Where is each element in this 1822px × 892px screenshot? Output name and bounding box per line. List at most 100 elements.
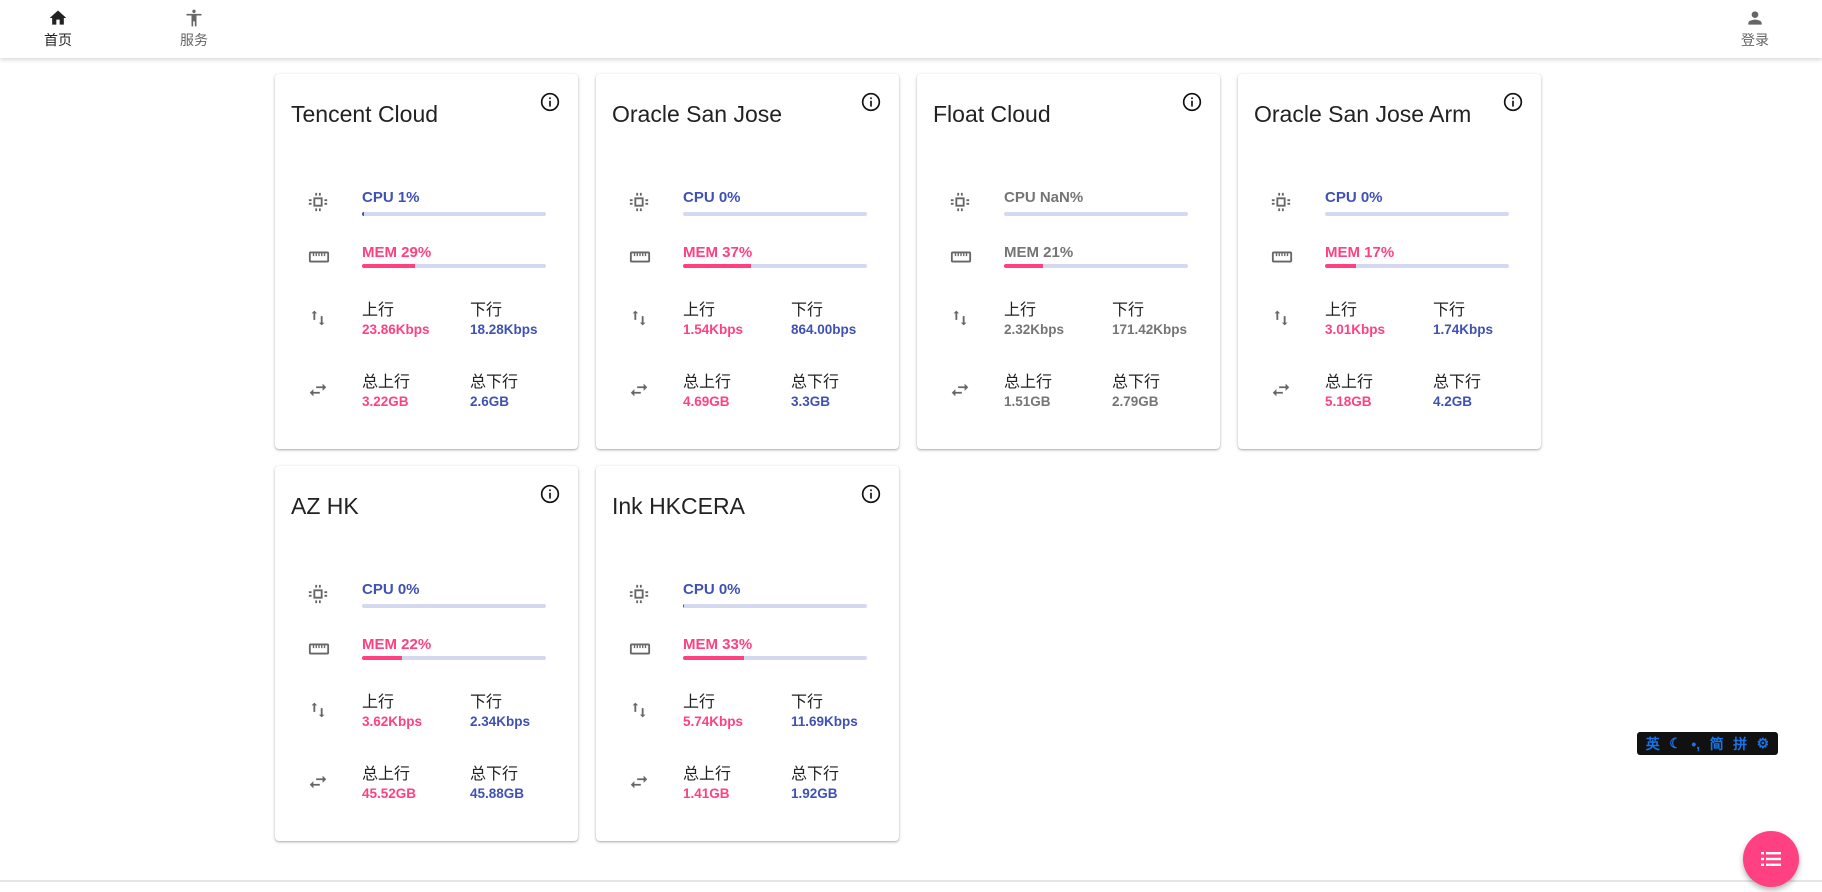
server-card: Oracle San Jose Arm CPU 0% MEM 17% 上行 下行… bbox=[1238, 74, 1541, 449]
cpu-label: CPU NaN% bbox=[1004, 189, 1084, 206]
list-icon bbox=[1761, 852, 1781, 866]
mem-progress-fill bbox=[1004, 264, 1043, 268]
swap-vert-icon bbox=[949, 307, 971, 329]
cpu-icon bbox=[307, 191, 329, 213]
info-icon[interactable] bbox=[540, 92, 560, 117]
mem-label: MEM 33% bbox=[683, 636, 753, 653]
total-upload: 5.18GB bbox=[1325, 394, 1372, 409]
ime-toolbar: 英 ☾ •, 简 拼 ⚙ bbox=[1637, 732, 1778, 755]
cpu-progress-fill bbox=[683, 604, 684, 608]
memory-icon bbox=[307, 638, 330, 660]
cpu-icon bbox=[307, 583, 329, 605]
cpu-icon bbox=[1270, 191, 1292, 213]
download-speed: 1.74Kbps bbox=[1433, 322, 1494, 337]
total-download-label: 总下行 bbox=[791, 374, 840, 391]
swap-vert-icon bbox=[628, 699, 650, 721]
download-speed: 2.34Kbps bbox=[470, 714, 531, 729]
total-download: 2.79GB bbox=[1112, 394, 1159, 409]
swap-vert-icon bbox=[628, 307, 650, 329]
download-speed: 18.28Kbps bbox=[470, 322, 538, 337]
info-icon[interactable] bbox=[1503, 92, 1523, 117]
memory-icon bbox=[628, 246, 651, 268]
total-upload: 1.51GB bbox=[1004, 394, 1051, 409]
upload-speed: 1.54Kbps bbox=[683, 322, 744, 337]
swap-vert-icon bbox=[307, 307, 329, 329]
swap-horiz-icon bbox=[1270, 379, 1292, 401]
info-icon[interactable] bbox=[1182, 92, 1202, 117]
accessibility-icon bbox=[186, 9, 202, 27]
mem-progress bbox=[683, 656, 867, 660]
mem-label: MEM 29% bbox=[362, 244, 432, 261]
download-label: 下行 bbox=[1112, 302, 1145, 319]
mem-label: MEM 17% bbox=[1325, 244, 1395, 261]
total-download: 4.2GB bbox=[1433, 394, 1473, 409]
gear-icon[interactable]: ⚙ bbox=[1756, 735, 1770, 751]
bottom-divider bbox=[0, 880, 1822, 882]
memory-icon bbox=[628, 638, 651, 660]
server-card: AZ HK CPU 0% MEM 22% 上行 下行 3.62Kbps 2.34… bbox=[275, 466, 578, 841]
mem-progress-fill bbox=[683, 656, 744, 660]
list-fab-button[interactable] bbox=[1743, 831, 1799, 887]
mem-progress-fill bbox=[1325, 264, 1357, 268]
upload-label: 上行 bbox=[683, 694, 716, 711]
ime-script[interactable]: 简 bbox=[1709, 735, 1724, 752]
cpu-label: CPU 0% bbox=[1325, 189, 1383, 206]
total-download: 3.3GB bbox=[791, 394, 831, 409]
swap-horiz-icon bbox=[949, 379, 971, 401]
mem-label: MEM 22% bbox=[362, 636, 432, 653]
download-speed: 11.69Kbps bbox=[791, 714, 858, 729]
cpu-label: CPU 0% bbox=[362, 581, 420, 598]
swap-horiz-icon bbox=[628, 379, 650, 401]
info-icon[interactable] bbox=[861, 92, 881, 117]
server-name: Float Cloud bbox=[933, 101, 1051, 127]
cpu-label: CPU 1% bbox=[362, 189, 420, 206]
total-download-label: 总下行 bbox=[470, 766, 519, 783]
total-upload-label: 总上行 bbox=[1325, 374, 1374, 391]
download-label: 下行 bbox=[470, 694, 503, 711]
swap-horiz-icon bbox=[307, 771, 329, 793]
cpu-progress bbox=[362, 212, 546, 216]
mem-progress-fill bbox=[683, 264, 752, 268]
server-name: Oracle San Jose bbox=[612, 101, 783, 127]
upload-speed: 3.01Kbps bbox=[1325, 322, 1386, 337]
total-upload-label: 总上行 bbox=[683, 374, 732, 391]
ime-lang[interactable]: 英 bbox=[1645, 735, 1660, 752]
info-icon[interactable] bbox=[861, 484, 881, 509]
total-download-label: 总下行 bbox=[470, 374, 519, 391]
nav-services-label: 服务 bbox=[180, 32, 208, 48]
mem-progress-fill bbox=[362, 264, 416, 268]
download-label: 下行 bbox=[791, 694, 824, 711]
upload-label: 上行 bbox=[362, 302, 395, 319]
swap-horiz-icon bbox=[307, 379, 329, 401]
upload-speed: 3.62Kbps bbox=[362, 714, 423, 729]
ime-punct[interactable]: •, bbox=[1691, 735, 1701, 752]
cpu-icon bbox=[628, 583, 650, 605]
total-upload: 45.52GB bbox=[362, 786, 417, 801]
memory-icon bbox=[949, 246, 972, 268]
server-card: Tencent Cloud CPU 1% MEM 29% 上行 下行 23.86… bbox=[275, 74, 578, 449]
total-upload-label: 总上行 bbox=[362, 766, 411, 783]
nav-home[interactable]: 首页 bbox=[23, 8, 93, 50]
cpu-progress bbox=[362, 604, 546, 608]
mem-progress bbox=[683, 264, 867, 268]
total-download-label: 总下行 bbox=[1433, 374, 1482, 391]
upload-label: 上行 bbox=[362, 694, 395, 711]
download-speed: 171.42Kbps bbox=[1112, 322, 1188, 337]
mem-label: MEM 37% bbox=[683, 244, 753, 261]
server-name: Oracle San Jose Arm bbox=[1254, 101, 1472, 127]
swap-horiz-icon bbox=[628, 771, 650, 793]
swap-vert-icon bbox=[307, 699, 329, 721]
ime-mode[interactable]: 拼 bbox=[1733, 735, 1748, 752]
nav-login[interactable]: 登录 bbox=[1720, 8, 1790, 50]
cpu-progress bbox=[683, 212, 867, 216]
info-icon[interactable] bbox=[540, 484, 560, 509]
nav-login-label: 登录 bbox=[1741, 32, 1769, 48]
nav-services[interactable]: 服务 bbox=[159, 8, 229, 50]
swap-vert-icon bbox=[1270, 307, 1292, 329]
moon-icon[interactable]: ☾ bbox=[1669, 735, 1682, 751]
cpu-label: CPU 0% bbox=[683, 189, 741, 206]
server-card: Oracle San Jose CPU 0% MEM 37% 上行 下行 1.5… bbox=[596, 74, 899, 449]
download-speed: 864.00bps bbox=[791, 322, 857, 337]
total-upload-label: 总上行 bbox=[362, 374, 411, 391]
cpu-progress bbox=[1325, 212, 1509, 216]
